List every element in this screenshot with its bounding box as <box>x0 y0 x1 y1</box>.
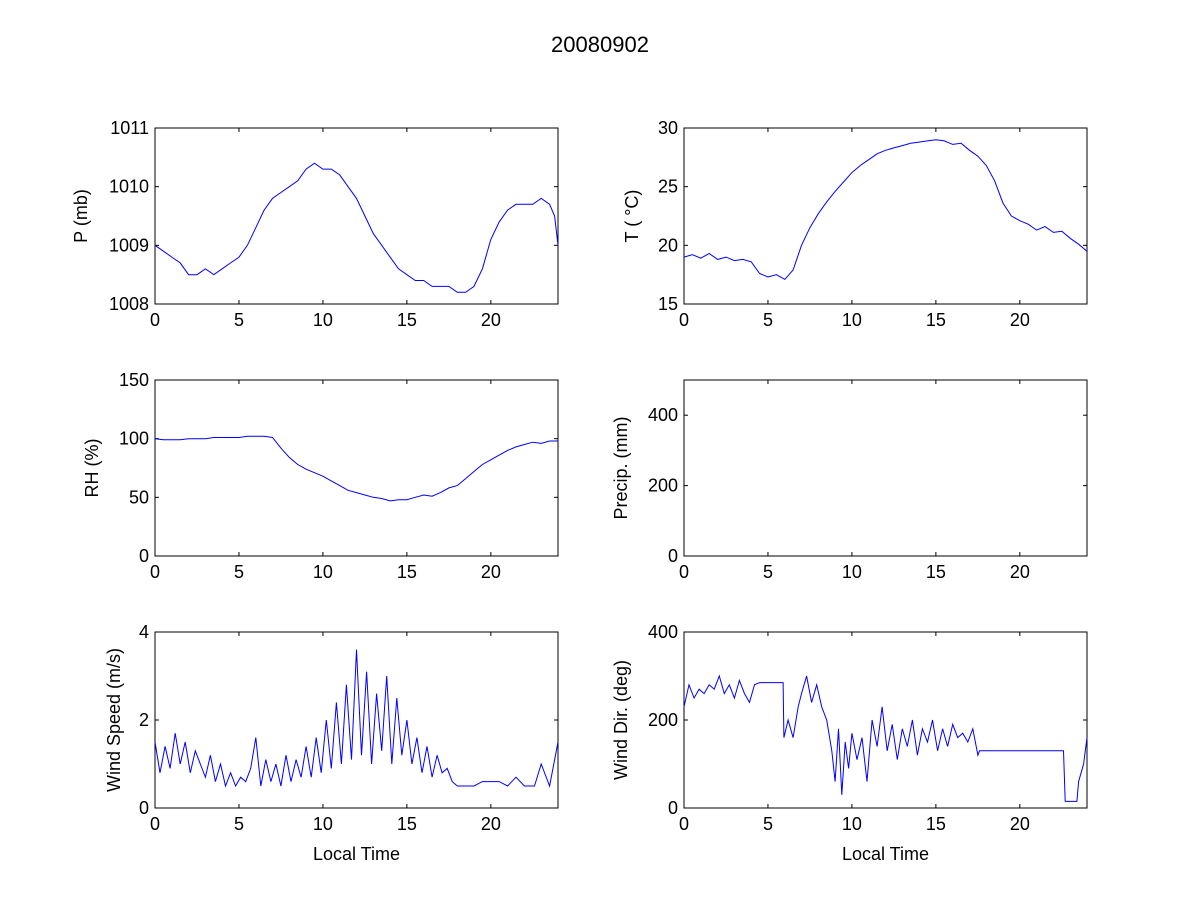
x-tick-label: 10 <box>842 562 862 582</box>
x-tick-label: 15 <box>397 562 417 582</box>
x-tick-label: 20 <box>1010 814 1030 834</box>
y-tick-label: 150 <box>119 370 149 390</box>
x-tick-label: 0 <box>679 814 689 834</box>
series-line-humidity <box>154 435 558 502</box>
y-tick-label: 400 <box>648 622 678 642</box>
series-line-pressure <box>154 162 559 293</box>
series-line-temperature <box>683 139 1088 281</box>
series-line-wind-speed <box>154 649 559 788</box>
subplot-humidity: 0 5 10 15 20 0 50 100 150 RH (%) <box>82 370 559 582</box>
axes-box <box>154 127 559 305</box>
x-tick-label: 10 <box>313 562 333 582</box>
x-tick-label: 20 <box>1010 310 1030 330</box>
x-tick-label: 0 <box>150 562 160 582</box>
y-axis-label: Wind Dir. (deg) <box>611 660 631 780</box>
x-tick-label: 15 <box>397 310 417 330</box>
x-tick-label: 5 <box>763 562 773 582</box>
y-tick-label: 400 <box>648 405 678 425</box>
y-axis-label: T ( °C) <box>622 190 642 243</box>
y-tick-label: 1011 <box>110 118 149 138</box>
x-tick-label: 0 <box>150 310 160 330</box>
y-axis-label: Wind Speed (m/s) <box>104 648 124 792</box>
subplot-pressure: 0 5 10 15 20 1008 1009 1010 1011 P (mb) <box>71 118 559 330</box>
x-tick-label: 20 <box>481 562 501 582</box>
x-tick-label: 20 <box>1010 562 1030 582</box>
y-tick-label: 15 <box>658 294 678 314</box>
axes-box <box>154 379 559 557</box>
y-tick-label: 0 <box>668 546 678 566</box>
series-line-wind-direction <box>683 674 1088 802</box>
y-tick-label: 0 <box>139 798 149 818</box>
x-tick-label: 10 <box>313 310 333 330</box>
x-tick-label: 10 <box>842 310 862 330</box>
x-tick-label: 5 <box>234 562 244 582</box>
y-tick-label: 200 <box>648 710 678 730</box>
y-tick-label: 25 <box>658 177 678 197</box>
y-axis-label: P (mb) <box>71 189 91 243</box>
x-tick-label: 10 <box>842 814 862 834</box>
y-tick-label: 50 <box>129 487 149 507</box>
axes-box <box>683 379 1088 557</box>
figure-title: 20080902 <box>551 32 649 57</box>
y-tick-label: 100 <box>119 429 149 449</box>
y-tick-label: 1010 <box>109 177 149 197</box>
x-tick-label: 15 <box>397 814 417 834</box>
x-tick-label: 20 <box>481 310 501 330</box>
y-tick-label: 2 <box>139 710 149 730</box>
x-tick-label: 0 <box>679 310 689 330</box>
axes-box <box>683 127 1088 305</box>
y-tick-label: 1009 <box>109 235 149 255</box>
y-axis-label: RH (%) <box>82 439 102 498</box>
x-tick-label: 15 <box>926 814 946 834</box>
y-tick-label: 0 <box>139 546 149 566</box>
y-axis-label: Precip. (mm) <box>611 417 631 520</box>
x-tick-label: 5 <box>234 310 244 330</box>
subplot-temperature: 0 5 10 15 20 15 20 25 30 T ( °C) <box>622 118 1088 330</box>
x-tick-label: 15 <box>926 562 946 582</box>
x-tick-label: 10 <box>313 814 333 834</box>
y-tick-label: 200 <box>648 476 678 496</box>
x-tick-label: 0 <box>679 562 689 582</box>
axes-box <box>154 631 559 809</box>
y-tick-label: 4 <box>139 622 149 642</box>
x-tick-label: 0 <box>150 814 160 834</box>
y-tick-label: 20 <box>658 235 678 255</box>
x-tick-label: 5 <box>763 310 773 330</box>
x-axis-label: Local Time <box>313 844 400 864</box>
axes-box <box>683 631 1088 809</box>
x-tick-label: 20 <box>481 814 501 834</box>
x-tick-label: 5 <box>234 814 244 834</box>
x-tick-label: 15 <box>926 310 946 330</box>
x-axis-label: Local Time <box>842 844 929 864</box>
y-tick-label: 1008 <box>109 294 149 314</box>
x-tick-label: 5 <box>763 814 773 834</box>
subplot-wind-speed: 0 5 10 15 20 0 2 4 Wind Speed (m/s) Local Time <box>104 622 559 864</box>
y-tick-label: 30 <box>658 118 678 138</box>
y-tick-label: 0 <box>668 798 678 818</box>
